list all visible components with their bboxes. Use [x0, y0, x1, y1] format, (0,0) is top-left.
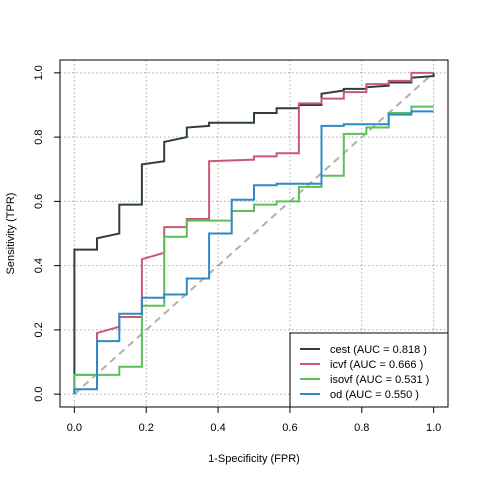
- y-tick-label: 0.2: [33, 322, 45, 337]
- series-line-4: [73, 110, 434, 395]
- legend: cest (AUC = 0.818 ) icvf (AUC = 0.666 ) is…: [289, 332, 449, 408]
- x-tick-label: 1.0: [426, 422, 441, 434]
- x-tick-label: 0.2: [139, 422, 154, 434]
- y-tick-label: 1.0: [33, 65, 45, 80]
- legend-label: cest (AUC = 0.818 ): [330, 344, 427, 356]
- y-tick-label: 0.4: [33, 258, 45, 273]
- plot-frame: [59, 59, 449, 408]
- y-axis-ticks: 0.0 0.2 0.4 0.6 0.8 1.0: [33, 65, 60, 402]
- y-tick-label: 0.6: [33, 194, 45, 209]
- series-line-3: [73, 105, 434, 395]
- x-tick-label: 0.6: [282, 422, 297, 434]
- legend-label: icvf (AUC = 0.666 ): [330, 359, 423, 371]
- x-axis-ticks: 0.0 0.2 0.4 0.6 0.8 1.0: [67, 407, 441, 434]
- series-line-1: [73, 72, 435, 395]
- legend-label: isovf (AUC = 0.531 ): [330, 374, 429, 386]
- x-tick-label: 0.8: [354, 422, 369, 434]
- reference-diagonal: [73, 72, 435, 395]
- x-tick-label: 0.0: [67, 422, 82, 434]
- roc-curves: [73, 71, 435, 395]
- y-tick-label: 0.0: [33, 386, 45, 401]
- y-axis-label: Sensitivity (TPR): [5, 193, 17, 275]
- y-tick-label: 0.8: [33, 129, 45, 144]
- x-tick-label: 0.4: [210, 422, 225, 434]
- legend-label: od (AUC = 0.550 ): [330, 389, 419, 401]
- x-axis-label: 1-Specificity (FPR): [208, 453, 300, 465]
